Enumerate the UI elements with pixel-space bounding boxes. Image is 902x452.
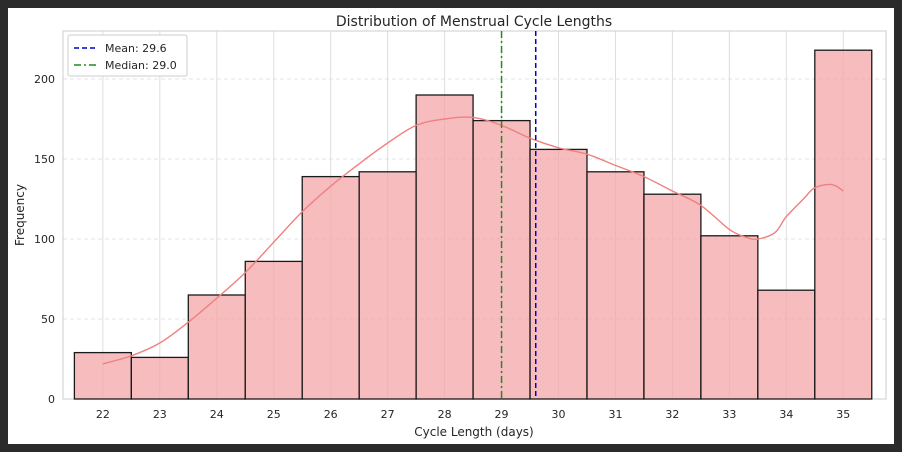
x-tick-label: 24 bbox=[210, 408, 224, 421]
y-tick-label: 50 bbox=[41, 313, 55, 326]
histogram-bar bbox=[130, 356, 189, 400]
histogram-bar bbox=[643, 193, 702, 400]
bars-layer bbox=[73, 49, 873, 400]
histogram-bar bbox=[187, 294, 246, 400]
kde-curve bbox=[102, 116, 844, 365]
y-axis-ticks: 0 50 100 150 200 bbox=[34, 73, 55, 406]
x-tick-label: 34 bbox=[779, 408, 793, 421]
x-tick-label: 26 bbox=[324, 408, 338, 421]
x-axis-ticks: 22 23 24 25 26 27 28 29 30 31 32 33 34 35 bbox=[96, 408, 850, 421]
histogram-bar bbox=[73, 351, 132, 400]
y-tick-label: 150 bbox=[34, 153, 55, 166]
x-axis-label: Cycle Length (days) bbox=[414, 425, 534, 439]
histogram-bar bbox=[586, 171, 645, 400]
legend-box bbox=[67, 34, 188, 77]
histogram-bar bbox=[244, 260, 303, 400]
y-axis-label: Frequency bbox=[13, 184, 27, 246]
legend: Mean: 29.6 Median: 29.0 bbox=[67, 34, 188, 77]
x-tick-label: 28 bbox=[438, 408, 452, 421]
legend-median-label: Median: 29.0 bbox=[105, 59, 177, 72]
histogram-bar bbox=[700, 235, 759, 400]
histogram-bar bbox=[757, 289, 816, 400]
y-tick-label: 0 bbox=[48, 393, 55, 406]
histogram-bar bbox=[814, 49, 873, 400]
histogram-bar bbox=[415, 94, 474, 400]
y-tick-label: 100 bbox=[34, 233, 55, 246]
x-tick-label: 22 bbox=[96, 408, 110, 421]
histogram-bar bbox=[358, 171, 417, 400]
x-tick-label: 32 bbox=[665, 408, 679, 421]
reference-lines-layer bbox=[500, 31, 537, 399]
histogram-bar bbox=[301, 175, 360, 400]
x-tick-label: 35 bbox=[836, 408, 850, 421]
histogram-chart: Distribution of Menstrual Cycle Lengths … bbox=[13, 14, 887, 439]
y-tick-label: 200 bbox=[34, 73, 55, 86]
x-tick-label: 31 bbox=[608, 408, 622, 421]
chart-title: Distribution of Menstrual Cycle Lengths bbox=[336, 14, 612, 30]
x-tick-label: 27 bbox=[381, 408, 395, 421]
x-tick-label: 23 bbox=[153, 408, 167, 421]
x-tick-label: 30 bbox=[552, 408, 566, 421]
x-tick-label: 25 bbox=[267, 408, 281, 421]
chart-frame: Distribution of Menstrual Cycle Lengths … bbox=[8, 8, 894, 444]
histogram-bar bbox=[529, 148, 588, 400]
x-tick-label: 29 bbox=[495, 408, 509, 421]
x-tick-label: 33 bbox=[722, 408, 736, 421]
kde-layer bbox=[102, 116, 844, 365]
legend-mean-label: Mean: 29.6 bbox=[105, 42, 167, 55]
